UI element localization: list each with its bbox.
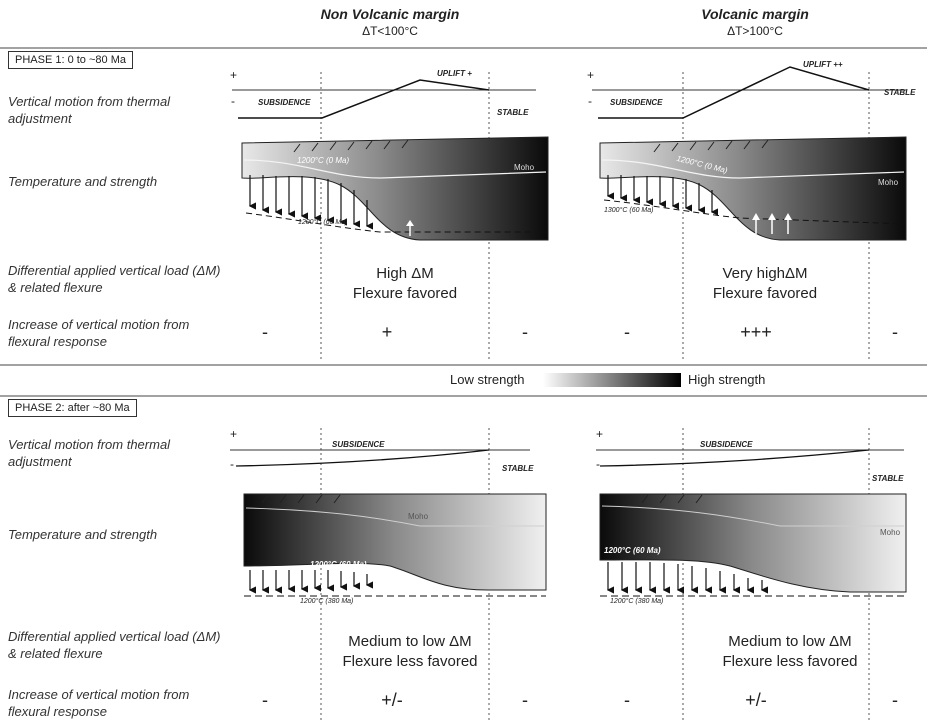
p1-left-load-value: High ΔM Flexure favored	[352, 265, 458, 302]
legend-low-strength: Low strength	[450, 372, 525, 387]
p1-right-load-value: Very highΔM Flexure favored	[712, 265, 818, 302]
strength-legend-bar	[543, 373, 681, 387]
p1-right-minus: -	[588, 94, 592, 108]
p2-right-isotherm-2: 1200°C (380 Ma)	[610, 598, 664, 605]
phase1-frame	[0, 47, 927, 366]
p1-right-plus: +	[587, 68, 595, 82]
p1-left-subsidence: SUBSIDENCE	[258, 98, 311, 107]
p2-right-isotherm-1: 1200°C (60 Ma)	[604, 546, 661, 555]
p2-right-load-value: Medium to low ΔM Flexure less favored	[722, 633, 858, 670]
p1-left-lithosphere-block	[241, 136, 549, 241]
p2-left-subsidence: SUBSIDENCE	[332, 440, 385, 449]
p1-left-inc-3: -	[522, 322, 528, 342]
p2-left-motion-curve	[230, 449, 530, 467]
p2-row-increase: Increase of vertical motion from flexura…	[8, 687, 190, 719]
p1-right-lithosphere-block	[599, 136, 907, 241]
p2-row-temperature: Temperature and strength	[8, 527, 158, 542]
p1-left-motion-curve	[232, 79, 536, 119]
p1-left-uplift: UPLIFT +	[437, 69, 472, 78]
p2-right-motion-curve	[596, 449, 904, 467]
p1-row-increase: Increase of vertical motion from flexura…	[8, 317, 190, 349]
p1-right-inc-2: +++	[740, 322, 772, 342]
p2-left-inc-1: -	[262, 690, 268, 710]
p1-left-stable: STABLE	[497, 108, 529, 117]
p1-left-minus: -	[231, 94, 235, 108]
p1-row-vertical-motion: Vertical motion from thermal adjustment	[8, 94, 171, 126]
p1-right-isotherm-2: 1300°C (60 Ma)	[604, 207, 654, 214]
left-column-title: Non Volcanic margin	[320, 6, 460, 22]
p1-right-uplift: UPLIFT ++	[803, 60, 843, 69]
right-column-title: Volcanic margin	[701, 6, 809, 22]
p1-left-isotherm-2: 1200°C (60 Ma)	[298, 219, 348, 226]
p1-left-plus: +	[230, 68, 238, 82]
p2-left-stable: STABLE	[502, 464, 534, 473]
p1-right-stable: STABLE	[884, 88, 916, 97]
left-column-subtitle: ΔT<100°C	[362, 24, 418, 38]
p1-right-motion-curve	[592, 66, 906, 119]
p2-left-inc-2: +/-	[381, 690, 403, 710]
p2-right-lithosphere-block	[599, 493, 907, 597]
p1-right-moho: Moho	[878, 178, 899, 187]
p1-right-subsidence: SUBSIDENCE	[610, 98, 663, 107]
p2-left-plus: +	[230, 427, 238, 441]
p1-row-temperature: Temperature and strength	[8, 174, 158, 189]
p2-left-load-value: Medium to low ΔM Flexure less favored	[342, 633, 478, 670]
p2-right-moho: Moho	[880, 528, 901, 537]
p2-left-isotherm-2: 1200°C (380 Ma)	[300, 598, 354, 605]
p2-right-stable: STABLE	[872, 474, 904, 483]
p2-row-load: Differential applied vertical load (ΔM) …	[8, 629, 221, 661]
p1-row-load: Differential applied vertical load (ΔM) …	[8, 263, 221, 295]
p1-left-moho: Moho	[514, 163, 535, 172]
p1-right-inc-3: -	[892, 322, 898, 342]
p1-left-inc-1: -	[262, 322, 268, 342]
p2-left-isotherm-1: 1200°C (60 Ma)	[310, 560, 367, 569]
legend-high-strength: High strength	[688, 372, 766, 387]
p2-left-moho: Moho	[408, 512, 429, 521]
p2-right-inc-2: +/-	[745, 690, 767, 710]
p2-right-subsidence: SUBSIDENCE	[700, 440, 753, 449]
p2-right-inc-3: -	[892, 690, 898, 710]
p2-row-vertical-motion: Vertical motion from thermal adjustment	[8, 437, 171, 469]
p2-left-minus: -	[230, 457, 234, 471]
p2-right-inc-1: -	[624, 690, 630, 710]
p1-left-isotherm-1: 1200°C (0 Ma)	[297, 156, 350, 165]
p2-right-plus: +	[596, 427, 604, 441]
p2-left-inc-3: -	[522, 690, 528, 710]
p1-left-inc-2: +	[381, 322, 393, 342]
p2-left-lithosphere-block	[243, 493, 547, 597]
p2-right-minus: -	[596, 457, 600, 471]
phase1-label: PHASE 1: 0 to ~80 Ma	[8, 51, 133, 69]
p1-right-inc-1: -	[624, 322, 630, 342]
phase2-label: PHASE 2: after ~80 Ma	[8, 399, 137, 417]
right-column-subtitle: ΔT>100°C	[727, 24, 783, 38]
